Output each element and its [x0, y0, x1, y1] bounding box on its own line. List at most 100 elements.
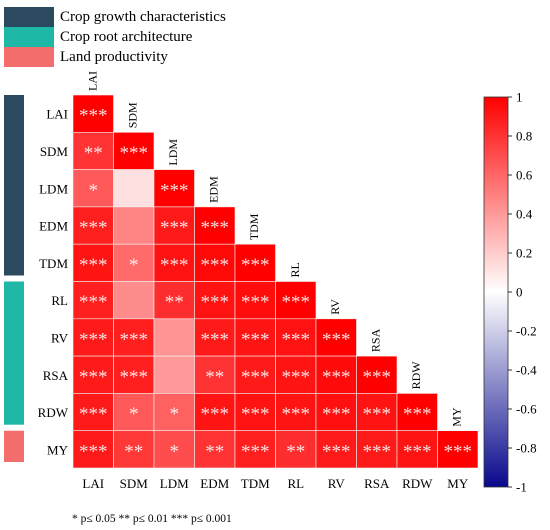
diagonal-label-MY: MY: [450, 407, 464, 427]
colorbar-tick-label: 0.4: [516, 207, 533, 222]
significance-mark-RSA-RSA: ***: [363, 367, 392, 388]
heatmap-cell-RSA-TDM: [234, 355, 276, 394]
heatmap-cell-RV-LDM: [153, 318, 195, 357]
significance-mark-RSA-RL: ***: [282, 367, 311, 388]
heatmap-cell-RV-SDM: [113, 318, 155, 357]
significance-mark-RDW-RSA: ***: [363, 404, 392, 425]
heatmap-cell-RL-LDM: [153, 281, 195, 320]
significance-mark-RDW-LAI: ***: [79, 404, 108, 425]
legend-swatch-productivity: [4, 47, 54, 67]
diagonal-label-RL: RL: [288, 262, 302, 277]
legend-label-root: Crop root architecture: [60, 29, 193, 45]
variable-group-bars: [4, 95, 24, 462]
row-label-MY: MY: [47, 442, 69, 457]
significance-mark-SDM-LAI: **: [84, 143, 103, 164]
row-label-SDM: SDM: [40, 144, 69, 159]
heatmap-cell-TDM-EDM: [194, 243, 236, 282]
row-label-EDM: EDM: [39, 219, 68, 234]
legend-item-root: Crop root architecture: [4, 27, 192, 47]
diagonal-label-LDM: LDM: [166, 139, 180, 166]
heatmap-cell-MY-RSA: [356, 430, 398, 469]
colorbar-tick-label: 0.6: [516, 168, 533, 183]
heatmap-cell-RL-LAI: [72, 281, 114, 320]
colorbar-tick-label: -0.2: [516, 324, 537, 339]
legend-item-growth: Crop growth characteristics: [4, 7, 226, 27]
significance-mark-RL-LDM: **: [165, 292, 184, 313]
column-label-RSA: RSA: [364, 476, 390, 491]
legend-swatch-root: [4, 27, 54, 47]
colorbar-tick-label: -0.6: [516, 402, 537, 417]
significance-mark-RV-TDM: ***: [241, 329, 270, 350]
column-labels: LAI SDM LDM EDM TDM RL RV RSA RDW MY: [82, 476, 468, 491]
heatmap-cell-RSA-LDM: [153, 355, 195, 394]
row-label-RL: RL: [51, 293, 68, 308]
row-labels: LAI SDM LDM EDM TDM RL RV RSA RDW MY: [38, 107, 69, 458]
significance-mark-MY-RL: **: [286, 441, 305, 462]
diagonal-label-SDM: SDM: [126, 102, 140, 128]
significance-mark-EDM-LDM: ***: [160, 218, 189, 239]
heatmap-cell-MY-RL: [275, 430, 317, 469]
significance-mark-MY-SDM: **: [124, 441, 143, 462]
heatmap-cell-MY-LDM: [153, 430, 195, 469]
diagonal-label-RSA: RSA: [369, 328, 383, 352]
significance-mark-TDM-EDM: ***: [201, 255, 230, 276]
heatmap-cell-TDM-TDM: [234, 243, 276, 282]
significance-mark-EDM-LAI: ***: [79, 218, 108, 239]
significance-mark-RDW-RDW: ***: [403, 404, 432, 425]
heatmap-cell-EDM-LAI: [72, 206, 114, 245]
column-label-RDW: RDW: [402, 476, 433, 491]
heatmap-cell-TDM-SDM: [113, 243, 155, 282]
significance-mark-TDM-LAI: ***: [79, 255, 108, 276]
significance-mark-MY-RV: ***: [322, 441, 351, 462]
significance-mark-RL-TDM: ***: [241, 292, 270, 313]
significance-mark-RV-SDM: ***: [120, 329, 149, 350]
heatmap-cell-LAI-LAI: [72, 94, 114, 133]
column-label-LDM: LDM: [160, 476, 189, 491]
heatmap-cell-RSA-RL: [275, 355, 317, 394]
diagonal-labels: LAI SDM LDM EDM TDM RL RV RSA RDW MY: [85, 71, 464, 427]
significance-mark-RL-EDM: ***: [201, 292, 230, 313]
heatmap-cell-EDM-EDM: [194, 206, 236, 245]
significance-mark-RL-LAI: ***: [79, 292, 108, 313]
heatmap-cell-RSA-LAI: [72, 355, 114, 394]
heatmap-cell-MY-LAI: [72, 430, 114, 469]
colorbar-tick-label: 1: [516, 90, 523, 105]
column-label-EDM: EDM: [200, 476, 229, 491]
significance-mark-TDM-TDM: ***: [241, 255, 270, 276]
significance-mark-RV-EDM: ***: [201, 329, 230, 350]
colorbar-tick-label: -0.8: [516, 441, 537, 456]
significance-mark-MY-EDM: **: [205, 441, 224, 462]
significance-mark-MY-TDM: ***: [241, 441, 270, 462]
significance-mark-RSA-RV: ***: [322, 367, 351, 388]
legend-label-productivity: Land productivity: [60, 49, 168, 65]
heatmap-cell-EDM-SDM: [113, 206, 155, 245]
group-bar-2: [4, 281, 24, 425]
heatmap-cell-RSA-RSA: [356, 355, 398, 394]
heatmap-cell-MY-TDM: [234, 430, 276, 469]
significance-mark-RSA-TDM: ***: [241, 367, 270, 388]
heatmap-cell-RDW-RV: [315, 393, 357, 431]
significance-mark-MY-LAI: ***: [79, 441, 108, 462]
significance-mark-RDW-RL: ***: [282, 404, 311, 425]
heatmap-cell-EDM-LDM: [153, 206, 195, 245]
colorbar-tick-label: -1: [516, 480, 527, 495]
colorbar-tick-label: 0: [516, 285, 523, 300]
significance-mark-LDM-LAI: *: [89, 180, 99, 201]
column-label-LAI: LAI: [82, 476, 104, 491]
colorbar-gradient: [483, 96, 509, 488]
heatmap-cell-TDM-LDM: [153, 243, 195, 282]
heatmap-cell-RSA-EDM: [194, 355, 236, 394]
colorbar: 1 0.8 0.6 0.4 0.2 0 -0.2 -0.4 -0.6 -0.8 -1: [483, 90, 537, 495]
significance-mark-TDM-LDM: ***: [160, 255, 189, 276]
row-label-LAI: LAI: [46, 107, 68, 122]
heatmap-cell-MY-EDM: [194, 430, 236, 469]
diagonal-label-LAI: LAI: [85, 71, 99, 91]
significance-mark-LDM-LDM: ***: [160, 180, 189, 201]
heatmap-cell-RV-LAI: [72, 318, 114, 357]
heatmap-cell-TDM-LAI: [72, 243, 114, 282]
row-label-TDM: TDM: [39, 256, 68, 271]
heatmap-cells: ***** **** ****** *** ****** * *** *** ****** ** *…: [72, 94, 479, 469]
significance-mark-RV-RL: ***: [282, 329, 311, 350]
significance-mark-RSA-EDM: **: [205, 367, 224, 388]
